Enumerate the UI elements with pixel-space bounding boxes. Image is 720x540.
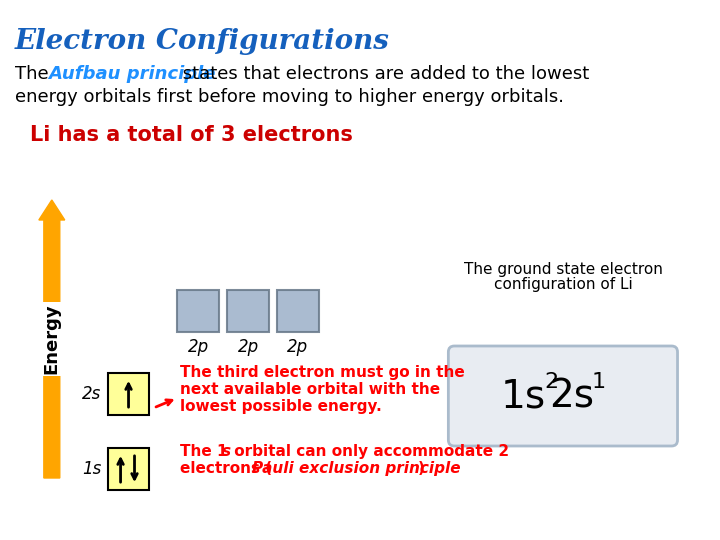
Text: 2s: 2s <box>549 377 594 415</box>
Text: Electron Configurations: Electron Configurations <box>15 28 390 55</box>
Text: The ground state electron: The ground state electron <box>464 262 662 277</box>
Text: 1s: 1s <box>82 460 102 478</box>
FancyBboxPatch shape <box>107 373 150 415</box>
Text: lowest possible energy.: lowest possible energy. <box>180 399 382 414</box>
Text: 1s: 1s <box>501 377 546 415</box>
Text: Energy: Energy <box>42 303 60 374</box>
Text: Aufbau principle: Aufbau principle <box>48 65 215 83</box>
FancyBboxPatch shape <box>107 448 150 490</box>
Text: energy orbitals first before moving to higher energy orbitals.: energy orbitals first before moving to h… <box>15 88 564 106</box>
Text: The 1: The 1 <box>180 444 228 459</box>
Text: Li has a total of 3 electrons: Li has a total of 3 electrons <box>30 125 353 145</box>
FancyBboxPatch shape <box>277 290 319 332</box>
Text: 2p: 2p <box>238 338 258 356</box>
Text: 1: 1 <box>592 372 606 392</box>
Text: configuration of Li: configuration of Li <box>494 277 632 292</box>
Text: states that electrons are added to the lowest: states that electrons are added to the l… <box>177 65 590 83</box>
Text: Pauli exclusion principle: Pauli exclusion principle <box>252 461 461 476</box>
FancyBboxPatch shape <box>449 346 678 446</box>
Text: 2p: 2p <box>188 338 209 356</box>
FancyArrow shape <box>39 200 65 478</box>
FancyBboxPatch shape <box>177 290 219 332</box>
Text: 2p: 2p <box>287 338 308 356</box>
Text: The third electron must go in the: The third electron must go in the <box>180 365 465 380</box>
Text: electrons (: electrons ( <box>180 461 272 476</box>
Text: 2s: 2s <box>82 385 102 403</box>
Text: next available orbital with the: next available orbital with the <box>180 382 441 397</box>
Text: 2: 2 <box>544 372 558 392</box>
Text: ): ) <box>418 461 424 476</box>
Text: s: s <box>222 444 231 459</box>
Text: orbital can only accommodate 2: orbital can only accommodate 2 <box>229 444 509 459</box>
Text: The: The <box>15 65 54 83</box>
FancyBboxPatch shape <box>228 290 269 332</box>
